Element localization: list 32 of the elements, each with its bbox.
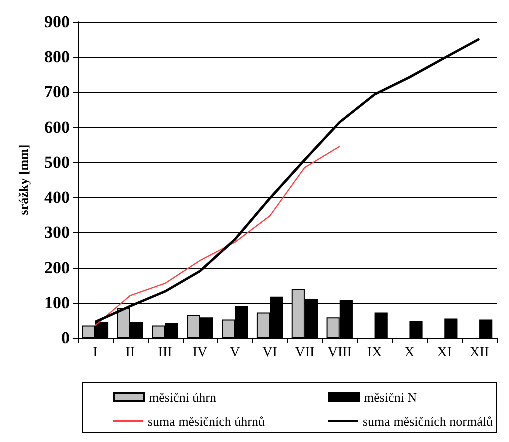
bar (480, 320, 493, 338)
legend-label: měsični N (364, 390, 418, 405)
bar (444, 318, 458, 338)
x-tick-label: VII (295, 346, 316, 360)
y-tick-label: 100 (44, 293, 70, 312)
bar (410, 321, 423, 338)
legend-label: suma měsičních úhrnů (148, 414, 266, 429)
x-tick-label: IV (192, 346, 208, 360)
y-tick-label: 500 (44, 152, 70, 172)
y-tick-label: 900 (44, 12, 70, 32)
bar (374, 312, 388, 338)
y-tick-label: 600 (44, 118, 70, 137)
x-tick-label: II (126, 346, 136, 360)
x-tick-label: III (158, 346, 173, 360)
x-tick-label: X (404, 346, 415, 360)
y-tick-label: 200 (44, 258, 70, 278)
x-tick-label: IX (367, 346, 382, 360)
y-tick-label: 700 (44, 82, 70, 102)
legend-label: měsični úhrn (149, 390, 218, 405)
x-tick-label: V (230, 346, 240, 360)
x-tick-label: XI (437, 346, 452, 360)
x-tick-label: I (93, 346, 98, 360)
line-series (94, 146, 340, 326)
x-tick-label: XII (470, 346, 490, 360)
y-tick-label: 800 (44, 48, 70, 67)
y-axis-title: srážky [mm] (16, 144, 31, 216)
x-tick-label: VIII (328, 346, 352, 360)
y-tick-label: 0 (62, 328, 70, 348)
x-tick-label: VI (262, 346, 278, 360)
y-tick-label: 300 (44, 223, 70, 242)
y-tick-label: 400 (44, 188, 70, 208)
legend-label: suma měsičních normálů (363, 414, 494, 429)
